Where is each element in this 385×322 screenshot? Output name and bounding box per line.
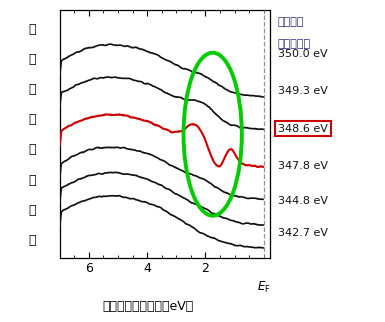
Text: 目: 目 xyxy=(28,174,36,186)
Text: 349.3 eV: 349.3 eV xyxy=(278,87,328,97)
Text: $E_{\mathrm{F}}$: $E_{\mathrm{F}}$ xyxy=(257,280,271,295)
Text: エネルギー: エネルギー xyxy=(278,39,311,49)
Text: 347.8 eV: 347.8 eV xyxy=(278,161,328,171)
Text: 盛: 盛 xyxy=(28,204,36,217)
Text: 強: 強 xyxy=(28,23,36,36)
Text: 電子のエネルギー（eV）: 電子のエネルギー（eV） xyxy=(102,300,193,313)
Text: 342.7 eV: 342.7 eV xyxy=(278,228,328,238)
Text: 度: 度 xyxy=(28,53,36,66)
Text: ）: ） xyxy=(28,234,36,247)
Text: （: （ xyxy=(28,83,36,96)
Text: 350.0 eV: 350.0 eV xyxy=(278,49,328,59)
Text: 任: 任 xyxy=(28,113,36,126)
Text: 意: 意 xyxy=(28,143,36,156)
Text: 344.8 eV: 344.8 eV xyxy=(278,195,328,205)
Text: 348.6 eV: 348.6 eV xyxy=(278,124,328,134)
Text: 入射光の: 入射光の xyxy=(278,17,305,27)
